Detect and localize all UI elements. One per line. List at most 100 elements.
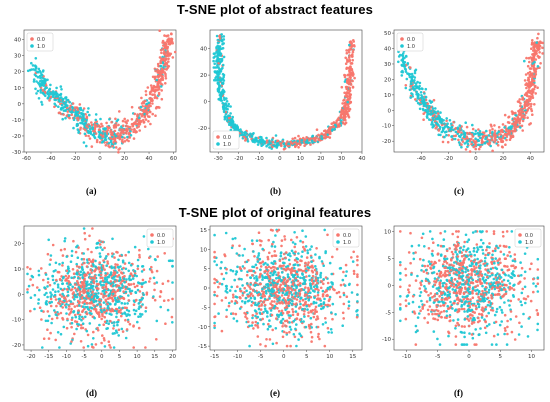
point-0.0 xyxy=(113,139,117,143)
point-0.0 xyxy=(348,56,351,59)
point-1.0 xyxy=(73,295,77,299)
point-0.0 xyxy=(263,303,267,307)
point-1.0 xyxy=(219,97,223,100)
point-1.0 xyxy=(70,254,74,257)
point-1.0 xyxy=(47,93,51,96)
point-0.0 xyxy=(284,281,288,284)
point-1.0 xyxy=(221,88,225,92)
point-0.0 xyxy=(138,248,141,252)
point-0.0 xyxy=(159,80,162,84)
point-0.0 xyxy=(302,245,305,249)
point-0.0 xyxy=(256,335,260,338)
point-1.0 xyxy=(49,254,53,257)
point-0.0 xyxy=(291,295,294,299)
point-0.0 xyxy=(223,254,227,258)
point-1.0 xyxy=(112,346,116,349)
point-0.0 xyxy=(243,267,246,270)
point-0.0 xyxy=(532,88,536,91)
legend-marker xyxy=(150,240,154,244)
point-0.0 xyxy=(117,288,120,292)
point-1.0 xyxy=(82,227,86,230)
point-1.0 xyxy=(423,92,426,95)
point-1.0 xyxy=(295,257,298,260)
point-0.0 xyxy=(123,262,127,265)
point-1.0 xyxy=(77,323,81,326)
point-1.0 xyxy=(57,105,60,108)
point-1.0 xyxy=(78,317,81,320)
point-0.0 xyxy=(70,113,73,116)
point-0.0 xyxy=(80,281,84,284)
point-0.0 xyxy=(163,34,166,37)
y-tick-label: 40 xyxy=(14,38,21,44)
point-0.0 xyxy=(166,54,170,57)
point-0.0 xyxy=(109,310,113,313)
point-0.0 xyxy=(345,108,348,112)
point-0.0 xyxy=(51,243,55,247)
point-1.0 xyxy=(284,308,287,312)
point-1.0 xyxy=(117,300,120,303)
point-0.0 xyxy=(126,119,129,122)
point-1.0 xyxy=(141,265,145,268)
point-0.0 xyxy=(341,311,345,315)
point-1.0 xyxy=(60,103,64,107)
point-1.0 xyxy=(281,261,285,265)
point-0.0 xyxy=(347,79,351,83)
point-1.0 xyxy=(105,278,109,281)
point-0.0 xyxy=(324,134,327,137)
point-1.0 xyxy=(95,280,98,283)
point-1.0 xyxy=(250,134,254,138)
point-1.0 xyxy=(255,239,259,242)
point-1.0 xyxy=(509,127,513,130)
point-1.0 xyxy=(234,289,237,293)
point-0.0 xyxy=(128,125,132,129)
point-0.0 xyxy=(273,254,276,257)
point-1.0 xyxy=(283,145,286,148)
point-1.0 xyxy=(39,91,43,94)
point-0.0 xyxy=(353,45,356,48)
point-0.0 xyxy=(282,267,285,271)
point-1.0 xyxy=(244,296,248,300)
point-1.0 xyxy=(253,303,257,306)
point-1.0 xyxy=(333,123,337,127)
point-1.0 xyxy=(257,291,261,294)
point-0.0 xyxy=(316,297,320,300)
point-0.0 xyxy=(341,109,345,112)
point-0.0 xyxy=(65,326,69,330)
point-1.0 xyxy=(414,82,418,85)
point-0.0 xyxy=(289,270,293,273)
point-1.0 xyxy=(214,71,217,74)
point-0.0 xyxy=(541,46,544,50)
point-0.0 xyxy=(171,297,174,301)
point-1.0 xyxy=(217,312,220,315)
point-0.0 xyxy=(86,271,90,274)
point-1.0 xyxy=(227,114,230,117)
point-1.0 xyxy=(42,84,45,87)
point-0.0 xyxy=(348,94,352,98)
point-1.0 xyxy=(37,97,41,100)
point-0.0 xyxy=(106,302,109,306)
point-0.0 xyxy=(82,281,86,285)
point-0.0 xyxy=(136,122,140,126)
point-0.0 xyxy=(99,303,102,306)
point-1.0 xyxy=(136,288,140,292)
point-0.0 xyxy=(470,137,473,141)
point-0.0 xyxy=(145,112,149,116)
point-0.0 xyxy=(91,345,94,349)
point-0.0 xyxy=(335,247,339,251)
point-0.0 xyxy=(102,337,106,340)
point-1.0 xyxy=(305,269,308,273)
point-1.0 xyxy=(167,259,171,263)
point-0.0 xyxy=(493,129,497,133)
point-1.0 xyxy=(61,98,64,101)
legend-label: 1.0 xyxy=(37,44,45,50)
point-1.0 xyxy=(347,300,351,303)
point-1.0 xyxy=(251,316,254,320)
point-1.0 xyxy=(344,274,348,278)
point-0.0 xyxy=(217,62,220,65)
point-1.0 xyxy=(418,81,422,85)
point-0.0 xyxy=(81,326,85,330)
point-1.0 xyxy=(421,95,424,99)
point-1.0 xyxy=(70,249,74,253)
point-1.0 xyxy=(256,143,260,146)
point-1.0 xyxy=(257,252,261,255)
